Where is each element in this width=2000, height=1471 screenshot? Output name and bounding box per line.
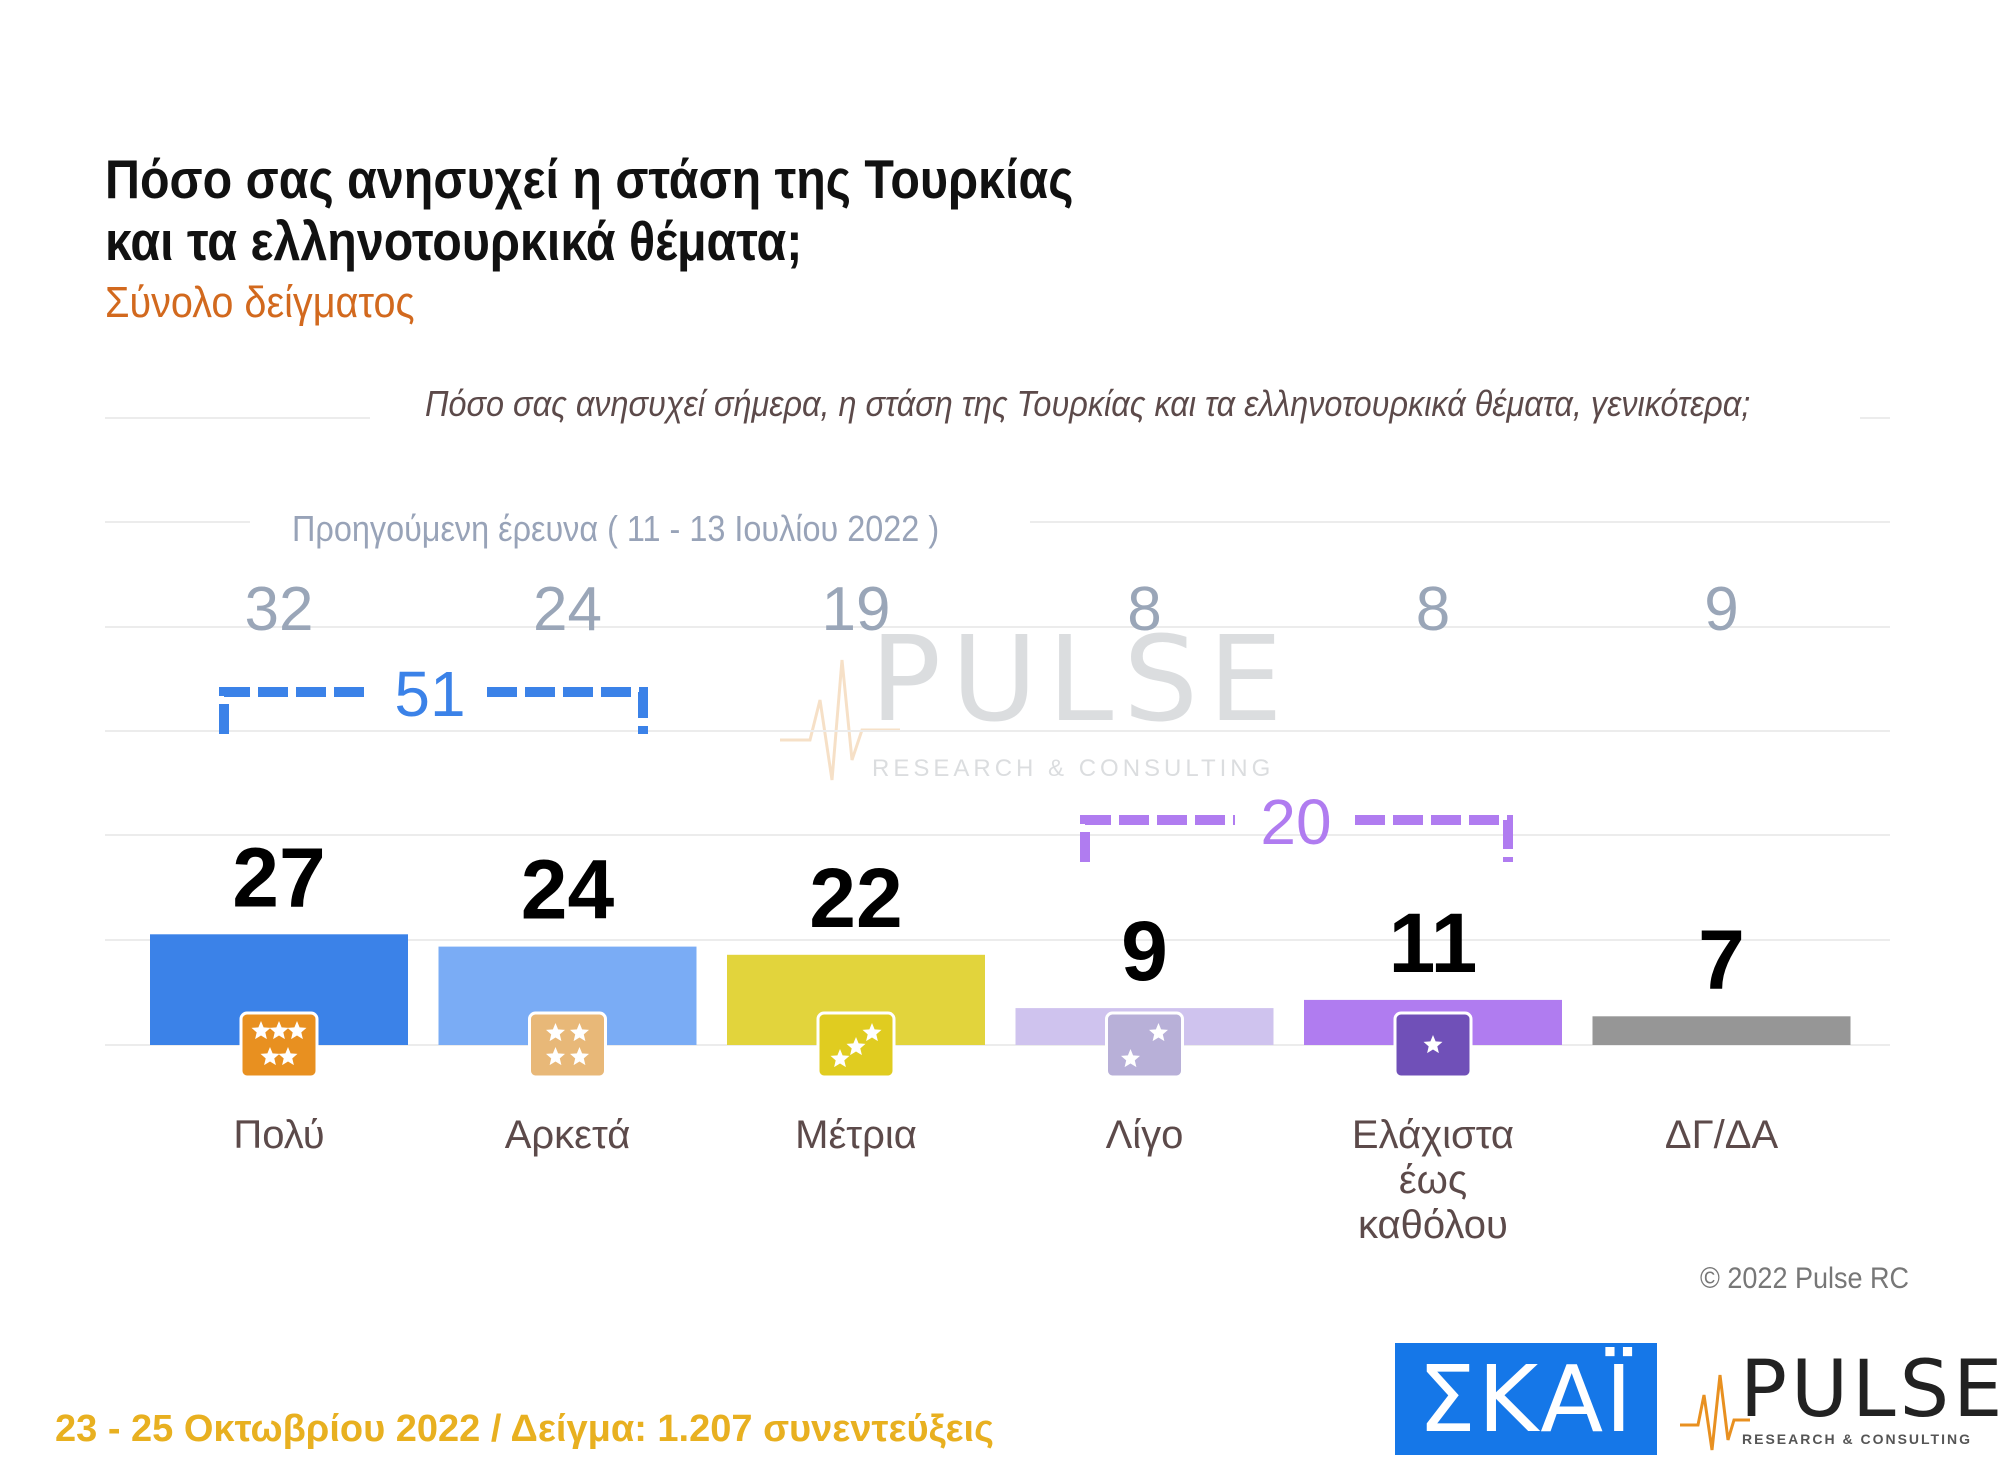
star-icon (287, 1021, 307, 1040)
watermark-subtext: RESEARCH & CONSULTING (872, 755, 1275, 782)
star-icon (260, 1047, 280, 1066)
watermark-text: PULSE (870, 610, 1293, 748)
value-label: 22 (809, 851, 902, 945)
previous-value-label: 9 (1704, 575, 1738, 644)
star-icon (570, 1023, 589, 1042)
bracket-line (1355, 815, 1513, 862)
star-icon (1149, 1023, 1168, 1042)
category-label: Ελάχιστα (1352, 1113, 1514, 1157)
value-label: 24 (521, 843, 615, 937)
star-icon (830, 1049, 850, 1068)
star-icon (278, 1047, 298, 1066)
value-label: 11 (1389, 896, 1478, 990)
value-label: 27 (232, 830, 325, 924)
skai-logo: ΣΚΑΪ (1395, 1343, 1657, 1455)
category-label: Αρκετά (505, 1113, 631, 1157)
pulse-logo-subtext: RESEARCH & CONSULTING (1742, 1431, 1972, 1447)
star-icon (546, 1023, 565, 1042)
title-line-1: Πόσο σας ανησυχεί η στάση της Τουρκίας (105, 148, 1074, 210)
pulse-line-icon (1680, 1374, 1750, 1451)
watermark-pulse-line-icon (780, 659, 900, 781)
skai-logo-text: ΣΚΑΪ (1417, 1345, 1635, 1453)
category-label: Λίγο (1106, 1113, 1184, 1157)
footer-text: 23 - 25 Οκτωβρίου 2022 / Δείγμα: 1.207 σ… (55, 1408, 994, 1450)
bar (1592, 1016, 1851, 1045)
survey-question: Πόσο σας ανησυχεί σήμερα, η στάση της Το… (425, 383, 1751, 424)
bracket-line (487, 687, 648, 734)
star-icon (862, 1023, 882, 1042)
previous-value-label: 19 (822, 575, 891, 644)
chart-subtitle: Σύνολο δείγματος (105, 278, 415, 327)
previous-survey-label: Προηγούμενη έρευνα ( 11 - 13 Ιουλίου 202… (292, 508, 940, 549)
star-icon (1121, 1049, 1140, 1068)
star-icon (570, 1047, 589, 1066)
copyright-text: © 2022 Pulse RC (1700, 1262, 1910, 1295)
star-icon (1423, 1035, 1443, 1054)
star-icon (846, 1037, 866, 1056)
value-label: 9 (1121, 904, 1168, 998)
star-badge-icon (528, 1011, 607, 1079)
chart-title: Πόσο σας ανησυχεί η στάση της Τουρκίας κ… (105, 148, 1073, 272)
pulse-logo: PULSE RESEARCH & CONSULTING (1680, 1345, 2000, 1455)
star-icon (269, 1021, 289, 1040)
star-icon (251, 1021, 271, 1040)
star-badge-icon (1105, 1011, 1184, 1079)
pulse-watermark: PULSE RESEARCH & CONSULTING (780, 610, 1283, 800)
value-label: 7 (1698, 912, 1745, 1006)
group-total-label: 20 (1260, 786, 1331, 858)
previous-value-label: 8 (1127, 575, 1161, 644)
category-label: ΔΓ/ΔΑ (1665, 1113, 1779, 1157)
star-icon (546, 1047, 565, 1066)
pulse-logo-text: PULSE (1740, 1345, 2000, 1435)
category-label: Μέτρια (795, 1113, 917, 1157)
bracket-line (1080, 815, 1235, 862)
previous-value-label: 24 (533, 575, 602, 644)
bracket-line (219, 687, 372, 734)
group-total-label: 51 (394, 658, 465, 730)
previous-value-label: 32 (245, 575, 314, 644)
category-label: καθόλου (1358, 1203, 1508, 1247)
title-line-2: και τα ελληνοτουρκικά θέματα; (105, 210, 803, 272)
previous-value-label: 8 (1416, 575, 1450, 644)
category-label: Πολύ (233, 1113, 324, 1157)
category-label: έως (1399, 1158, 1467, 1202)
